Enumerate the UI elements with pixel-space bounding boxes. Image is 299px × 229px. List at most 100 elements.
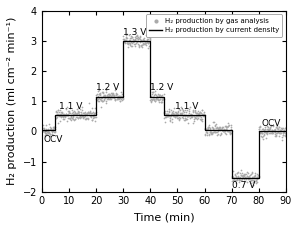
- Point: [52, 125, 57, 129]
- Point: [83, 112, 88, 116]
- Point: [121, 38, 126, 42]
- Point: [261, 128, 266, 132]
- Point: [81, 114, 86, 117]
- Point: [60, 110, 65, 114]
- Point: [267, 126, 272, 130]
- Point: [277, 125, 281, 129]
- Point: [135, 34, 139, 38]
- Point: [264, 130, 269, 134]
- Point: [181, 116, 186, 120]
- Point: [155, 94, 160, 98]
- Point: [68, 115, 73, 118]
- Point: [192, 115, 197, 119]
- Point: [231, 175, 235, 179]
- Point: [275, 125, 280, 128]
- Point: [139, 45, 144, 49]
- Point: [113, 93, 118, 96]
- Point: [251, 174, 256, 178]
- Point: [242, 174, 247, 178]
- Point: [100, 95, 105, 98]
- Point: [173, 112, 178, 115]
- Point: [89, 113, 94, 116]
- Point: [116, 96, 120, 100]
- Point: [247, 178, 252, 181]
- Point: [201, 110, 206, 113]
- Point: [208, 128, 212, 132]
- Point: [64, 113, 69, 117]
- Point: [92, 106, 97, 110]
- Point: [74, 112, 79, 116]
- Point: [191, 110, 196, 113]
- Point: [176, 115, 181, 119]
- Point: [239, 178, 243, 182]
- Point: [185, 114, 190, 117]
- Point: [157, 100, 162, 104]
- Point: [208, 130, 213, 134]
- Point: [209, 131, 214, 134]
- Point: [273, 135, 277, 138]
- Point: [164, 115, 168, 118]
- Point: [230, 176, 235, 179]
- Point: [146, 46, 151, 50]
- Point: [97, 96, 102, 100]
- Point: [158, 100, 163, 104]
- Point: [64, 119, 69, 123]
- Point: [156, 93, 161, 96]
- Point: [115, 95, 119, 98]
- Point: [62, 114, 67, 118]
- Point: [248, 178, 253, 182]
- Point: [196, 111, 201, 115]
- Point: [170, 112, 175, 116]
- Point: [46, 129, 51, 133]
- Point: [202, 133, 207, 137]
- Point: [232, 173, 237, 176]
- Point: [223, 129, 228, 132]
- Point: [174, 110, 179, 114]
- Point: [254, 176, 259, 180]
- Point: [235, 175, 240, 179]
- Point: [234, 171, 239, 174]
- Point: [186, 113, 190, 117]
- Point: [100, 99, 105, 103]
- Point: [259, 131, 264, 135]
- Point: [123, 41, 128, 45]
- Point: [186, 114, 191, 117]
- Point: [72, 112, 77, 116]
- Point: [267, 127, 272, 131]
- Point: [72, 112, 77, 116]
- Point: [152, 92, 157, 96]
- Point: [43, 127, 48, 131]
- Point: [121, 35, 126, 38]
- Point: [192, 114, 196, 118]
- Point: [177, 117, 181, 120]
- Point: [264, 132, 269, 135]
- Point: [150, 92, 155, 96]
- Point: [103, 99, 108, 102]
- Point: [54, 110, 59, 114]
- Point: [155, 95, 160, 99]
- Point: [146, 41, 150, 45]
- Point: [66, 113, 71, 117]
- Point: [74, 112, 78, 116]
- Point: [176, 110, 180, 114]
- Point: [151, 90, 156, 94]
- Point: [91, 116, 96, 120]
- Point: [91, 115, 96, 119]
- Point: [255, 172, 260, 176]
- Point: [63, 112, 68, 115]
- Point: [79, 113, 84, 117]
- Point: [200, 113, 205, 117]
- Point: [233, 179, 238, 183]
- Point: [184, 113, 188, 117]
- Point: [78, 115, 83, 119]
- Point: [168, 119, 173, 122]
- Point: [135, 37, 140, 41]
- Point: [233, 175, 238, 178]
- Point: [212, 125, 217, 128]
- Point: [160, 99, 165, 102]
- Point: [143, 42, 148, 46]
- Point: [210, 128, 215, 131]
- Point: [214, 125, 219, 129]
- Point: [145, 37, 150, 41]
- Point: [204, 128, 208, 132]
